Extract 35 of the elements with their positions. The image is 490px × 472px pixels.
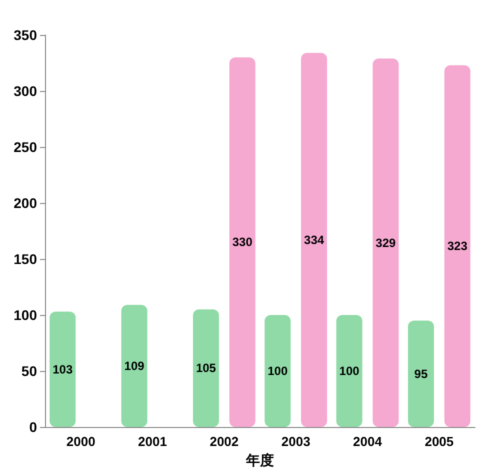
- data-label: 100: [339, 364, 360, 378]
- data-label: 323: [447, 239, 468, 254]
- bar: [121, 304, 148, 427]
- data-label: 334: [304, 232, 324, 247]
- x-tick-label: 2005: [424, 434, 454, 449]
- y-tick-label: 150: [14, 251, 38, 267]
- y-tick-label: 200: [14, 195, 38, 211]
- y-tick-label: 0: [29, 419, 38, 435]
- x-axis-title: 年度: [245, 452, 274, 468]
- y-tick-label: 350: [14, 27, 38, 43]
- bar: [408, 320, 434, 427]
- data-label: 95: [414, 366, 428, 381]
- y-tick-label: 250: [14, 139, 38, 155]
- x-tick-label: 2002: [210, 434, 239, 449]
- data-label: 103: [52, 362, 73, 376]
- bar: [301, 52, 328, 427]
- y-tick-label: 100: [14, 307, 38, 323]
- bar: [50, 312, 76, 427]
- data-label: 109: [124, 358, 145, 373]
- bar: [444, 65, 470, 427]
- data-label: 100: [268, 364, 288, 378]
- data-label: 330: [232, 235, 253, 250]
- bar: [192, 309, 219, 427]
- x-tick-label: 2001: [138, 434, 167, 449]
- y-tick-label: 50: [21, 363, 38, 379]
- x-tick-label: 2004: [353, 434, 383, 449]
- bar: [372, 58, 399, 427]
- bar: [264, 315, 291, 427]
- bar: [229, 57, 256, 427]
- y-tick-label: 300: [14, 83, 38, 99]
- x-tick-label: 2000: [66, 434, 96, 449]
- data-label: 105: [196, 361, 216, 376]
- data-label: 329: [376, 236, 396, 250]
- x-tick-label: 2003: [281, 434, 310, 449]
- bar: [336, 315, 362, 427]
